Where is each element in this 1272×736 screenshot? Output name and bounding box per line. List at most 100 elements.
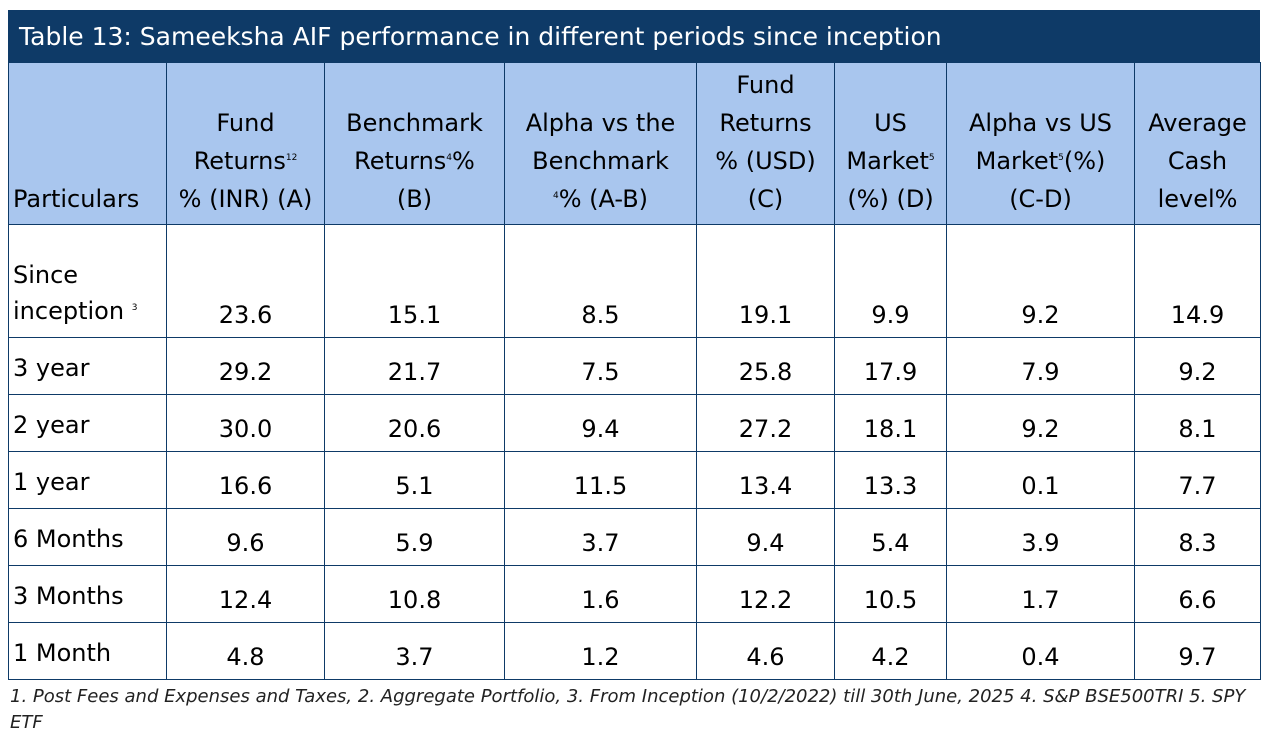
table-cell: 17.9 [834,337,947,395]
header-text: (C-D) [1009,185,1072,213]
table-cell: 5.9 [324,508,505,566]
table-cell: 3.9 [946,508,1135,566]
table-cell: 3.7 [504,508,697,566]
header-text: (%) [1063,147,1106,175]
table-row: 3 Months 12.4 10.8 1.6 12.2 10.5 1.7 6.6 [8,565,1261,623]
header-text: Fund [216,109,275,137]
header-text: Cash [1167,147,1228,175]
header-text: (%) (D) [847,185,934,213]
header-text: (C) [747,185,784,213]
footnote-marker: 5 [928,153,935,163]
footnote: 1. Post Fees and Expenses and Taxes, 2. … [10,686,1246,733]
footnote-marker: 4 [552,191,559,201]
header-text: Fund [736,71,795,99]
table-cell: 16.6 [166,451,325,509]
header-particulars: Particulars [8,62,167,225]
table-cell: 25.8 [696,337,835,395]
table-cell: 11.5 [504,451,697,509]
footnote-marker: 4 [446,153,453,163]
table-cell: 5.1 [324,451,505,509]
row-label: 1 year [8,451,167,509]
header-fund-returns-inr: Fund Returns12 % (INR) (A) [166,62,325,225]
table-cell: 9.4 [696,508,835,566]
table-cell: 6.6 [1134,565,1261,623]
table-cell: 9.7 [1134,622,1261,680]
table-cell: 20.6 [324,394,505,452]
table-cell: 9.9 [834,224,947,338]
table-cell: 7.9 [946,337,1135,395]
footnote-marker: 3 [131,303,138,313]
table-cell: 27.2 [696,394,835,452]
header-text: Returns [354,147,447,175]
table-row: 1 year 16.6 5.1 11.5 13.4 13.3 0.1 7.7 [8,451,1261,509]
header-text: Benchmark [532,147,669,175]
table-cell: 13.3 [834,451,947,509]
row-label-text: inception [13,297,125,325]
header-text: Alpha vs US [968,109,1112,137]
table-cell: 18.1 [834,394,947,452]
table-cell: 12.2 [696,565,835,623]
table-cell: 13.4 [696,451,835,509]
table-cell: 7.7 [1134,451,1261,509]
row-label: 3 Months [8,565,167,623]
table-cell: 29.2 [166,337,325,395]
row-label: 2 year [8,394,167,452]
table-cell: 9.4 [504,394,697,452]
header-text: % (INR) (A) [178,185,313,213]
footnote-marker: 12 [285,153,298,163]
header-text: Market [975,147,1059,175]
row-label: 3 year [8,337,167,395]
table-cell: 8.5 [504,224,697,338]
table-cell: 10.8 [324,565,505,623]
table-row: Since inception 3 23.6 15.1 8.5 19.1 9.9… [8,224,1261,338]
table-cell: 4.6 [696,622,835,680]
table-cell: 8.3 [1134,508,1261,566]
performance-table-container: Table 13: Sameeksha AIF performance in d… [8,10,1261,736]
table-row: 3 year 29.2 21.7 7.5 25.8 17.9 7.9 9.2 [8,337,1261,395]
table-cell: 12.4 [166,565,325,623]
table-cell: 5.4 [834,508,947,566]
table-cell: 0.1 [946,451,1135,509]
table-cell: 10.5 [834,565,947,623]
header-text: level% [1157,185,1238,213]
header-text: Average [1148,109,1247,137]
header-text: US [874,109,907,137]
header-text: (B) [396,185,433,213]
header-alpha-vs-benchmark: Alpha vs the Benchmark 4% (A-B) [504,62,697,225]
header-alpha-vs-us-market: Alpha vs US Market5(%) (C-D) [946,62,1135,225]
header-particulars-text: Particulars [13,185,140,213]
header-text: Market [846,147,929,175]
table-cell: 3.7 [324,622,505,680]
header-benchmark-returns: Benchmark Returns4% (B) [324,62,505,225]
table-cell: 9.6 [166,508,325,566]
table-cell: 30.0 [166,394,325,452]
table-cell: 21.7 [324,337,505,395]
header-text: % [452,147,475,175]
header-row: Particulars Fund Returns12 % (INR) (A) B… [8,62,1261,225]
table-row: 2 year 30.0 20.6 9.4 27.2 18.1 9.2 8.1 [8,394,1261,452]
table-cell: 9.2 [946,224,1135,338]
row-label: 6 Months [8,508,167,566]
header-average-cash-level: Average Cash level% [1134,62,1261,225]
table-cell: 0.4 [946,622,1135,680]
header-text: % (USD) [715,147,816,175]
table-cell: 23.6 [166,224,325,338]
table-cell: 8.1 [1134,394,1261,452]
table-cell: 4.2 [834,622,947,680]
table-cell: 19.1 [696,224,835,338]
row-label: Since inception 3 [8,224,167,338]
table-row: 6 Months 9.6 5.9 3.7 9.4 5.4 3.9 8.3 [8,508,1261,566]
row-label-text: Since [13,261,79,289]
header-text: Benchmark [346,109,483,137]
header-fund-returns-usd: Fund Returns % (USD) (C) [696,62,835,225]
table-cell: 7.5 [504,337,697,395]
header-text: % (A-B) [558,185,649,213]
row-label: 1 Month [8,622,167,680]
table-cell: 4.8 [166,622,325,680]
table-cell: 1.6 [504,565,697,623]
footnote-marker: 5 [1058,153,1064,163]
table-row: 1 Month 4.8 3.7 1.2 4.6 4.2 0.4 9.7 [8,622,1261,680]
header-text: Returns [193,147,286,175]
header-text: Alpha vs the [525,109,676,137]
table-cell: 14.9 [1134,224,1261,338]
